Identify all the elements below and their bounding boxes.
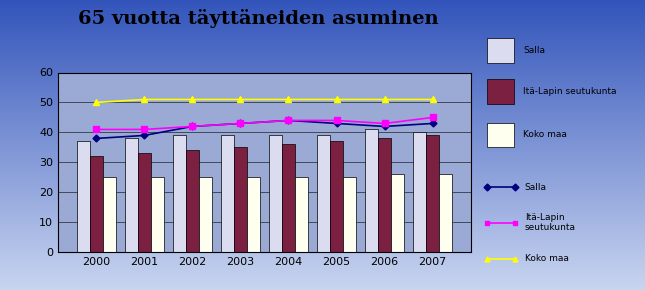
Text: Koko maa: Koko maa <box>523 130 567 139</box>
Bar <box>199 177 212 252</box>
Text: Koko maa: Koko maa <box>525 254 569 264</box>
Bar <box>173 135 186 252</box>
Bar <box>151 177 164 252</box>
Bar <box>487 38 513 63</box>
Text: Salla: Salla <box>523 46 545 55</box>
Bar <box>234 147 247 252</box>
Bar <box>138 153 151 252</box>
Bar <box>282 144 295 252</box>
Bar <box>269 135 282 252</box>
Bar <box>247 177 260 252</box>
Bar <box>391 174 404 252</box>
Text: 65 vuotta täyttäneiden asuminen: 65 vuotta täyttäneiden asuminen <box>77 9 439 28</box>
Bar <box>186 151 199 252</box>
Bar <box>487 79 513 104</box>
Bar <box>330 142 343 252</box>
Bar <box>295 177 308 252</box>
Bar <box>77 142 90 252</box>
Bar <box>125 138 138 252</box>
Text: Itä-Lapin seutukunta: Itä-Lapin seutukunta <box>523 87 617 96</box>
Text: Salla: Salla <box>525 183 547 192</box>
Bar <box>343 177 356 252</box>
Bar <box>487 123 513 147</box>
Bar <box>221 135 234 252</box>
Bar <box>90 156 103 252</box>
Text: Itä-Lapin
seutukunta: Itä-Lapin seutukunta <box>525 213 576 232</box>
Bar <box>378 138 391 252</box>
Bar <box>103 177 115 252</box>
Bar <box>365 129 378 252</box>
Bar <box>426 135 439 252</box>
Bar <box>317 135 330 252</box>
Bar <box>413 133 426 252</box>
Bar <box>439 174 452 252</box>
